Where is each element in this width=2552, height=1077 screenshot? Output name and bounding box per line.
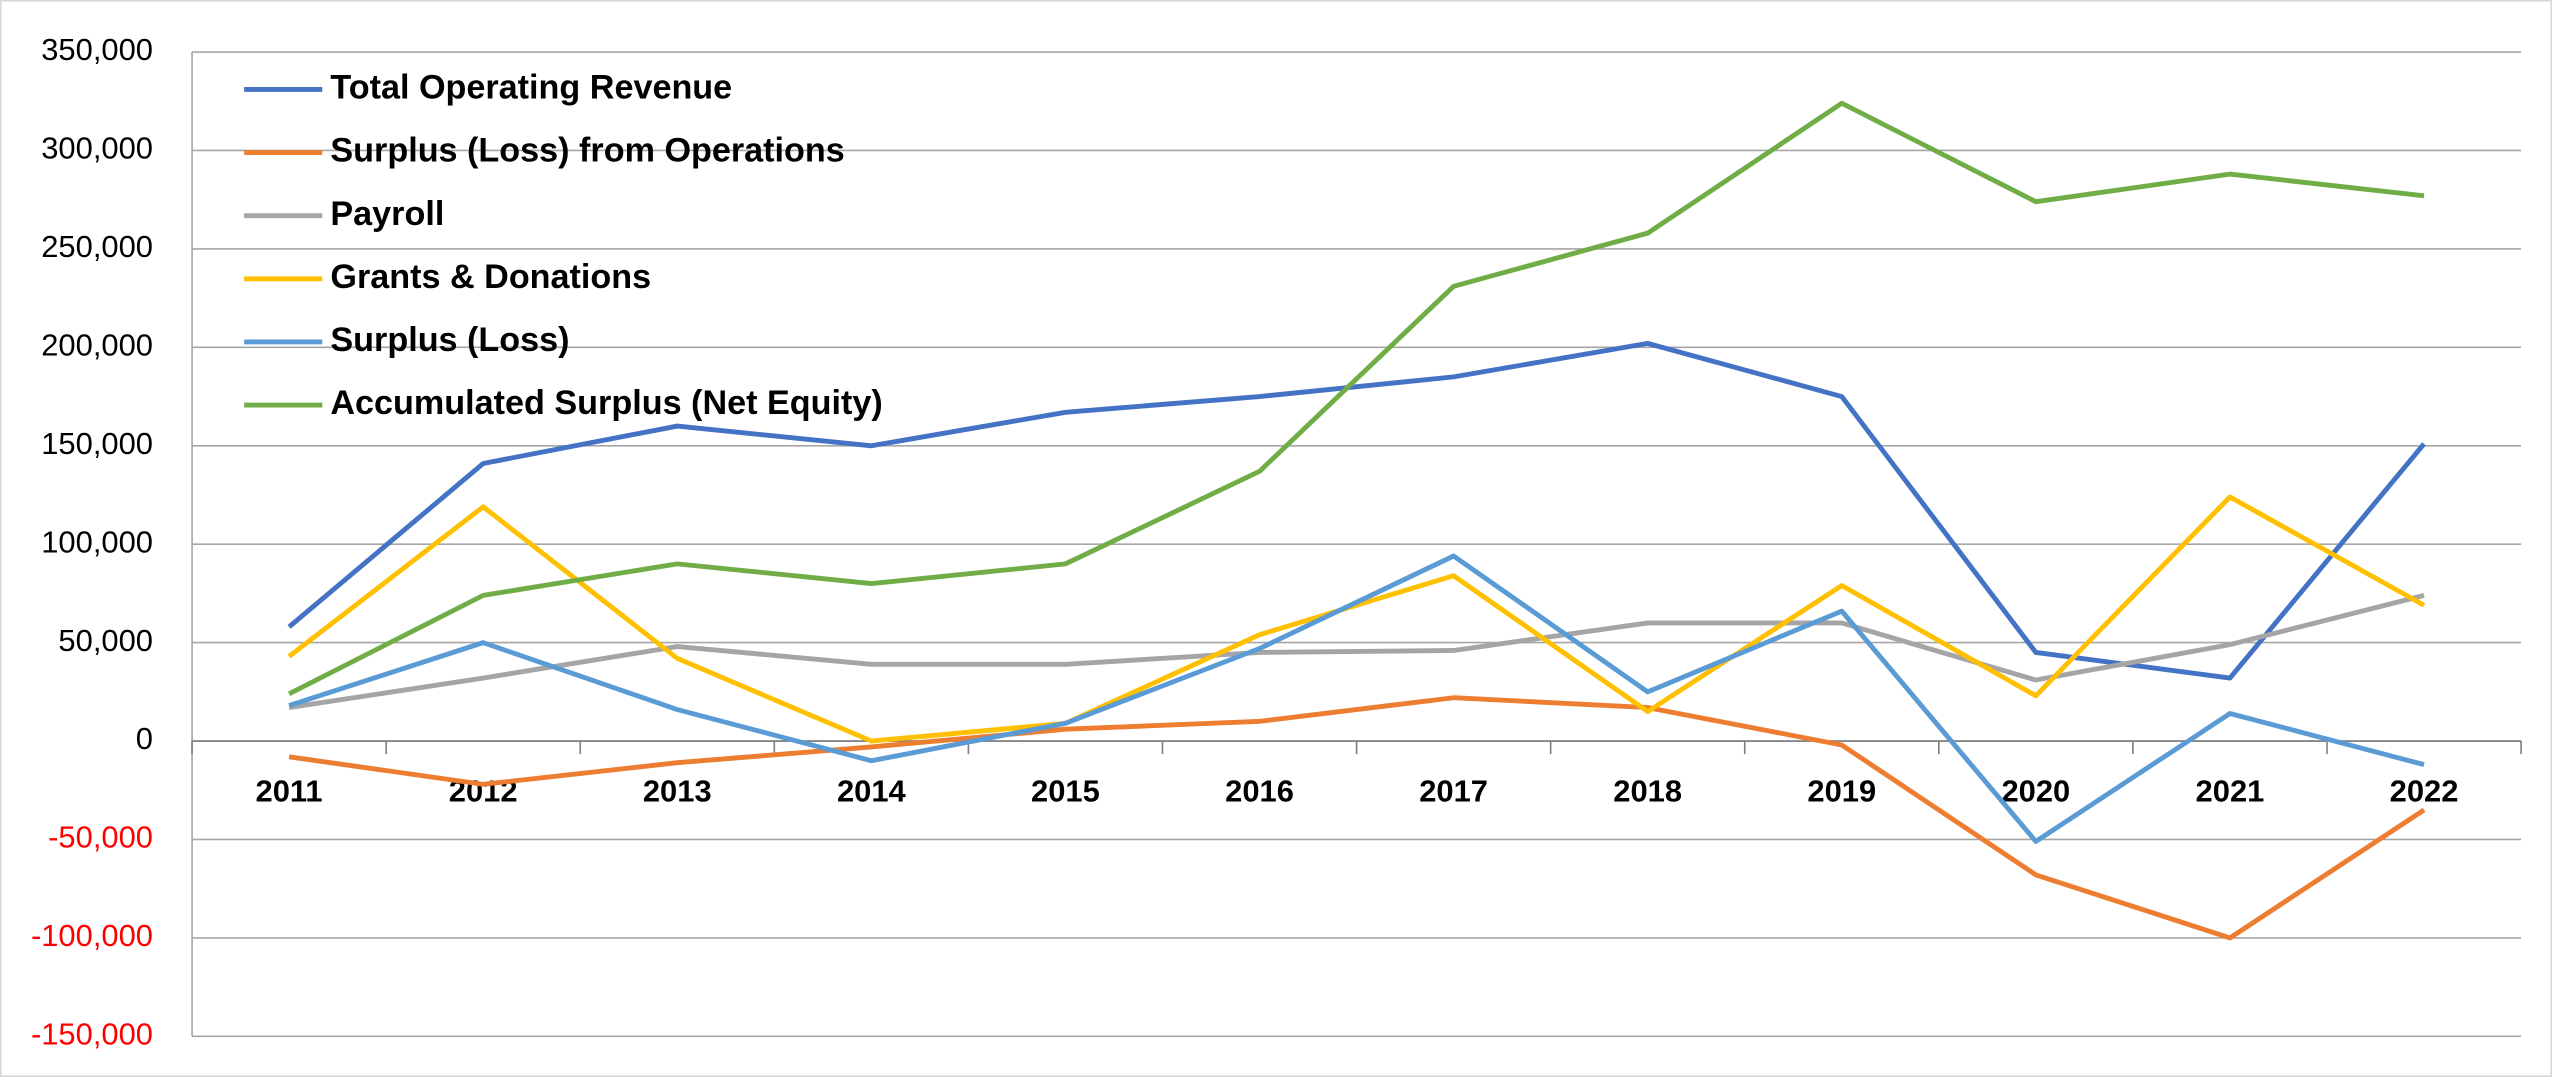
series-line — [288, 593, 2425, 710]
y-tick-label: 300,000 — [41, 131, 153, 166]
x-tick-label: 2015 — [1031, 773, 1100, 808]
x-tick-label: 2017 — [1419, 773, 1488, 808]
series-line — [287, 494, 2426, 744]
x-tick-label: 2022 — [2390, 773, 2459, 808]
legend-label: Surplus (Loss) from Operations — [330, 132, 844, 170]
series-line — [288, 553, 2425, 844]
series-line — [287, 100, 2425, 696]
x-tick-label: 2020 — [2001, 773, 2070, 808]
y-tick-label: 350,000 — [41, 32, 153, 67]
legend-label: Accumulated Surplus (Net Equity) — [330, 384, 882, 422]
y-tick-label: -150,000 — [31, 1017, 153, 1052]
series-line — [287, 340, 2426, 681]
x-tick-label: 2016 — [1225, 773, 1294, 808]
y-tick-label: -100,000 — [31, 918, 153, 953]
x-tick-label: 2018 — [1613, 773, 1682, 808]
y-tick-label: 200,000 — [41, 328, 153, 363]
y-tick-label: -50,000 — [48, 820, 153, 855]
x-tick-label: 2019 — [1807, 773, 1876, 808]
y-tick-label: 100,000 — [41, 524, 153, 559]
x-tick-label: 2014 — [837, 773, 907, 808]
legend-label: Grants & Donations — [330, 258, 651, 296]
x-tick-label: 2013 — [643, 773, 712, 808]
y-tick-label: 250,000 — [41, 229, 153, 264]
legend-label: Surplus (Loss) — [330, 321, 569, 359]
legend-label: Payroll — [330, 195, 444, 233]
series-line — [288, 695, 2426, 941]
x-tick-label: 2011 — [256, 773, 323, 808]
y-tick-label: 50,000 — [58, 623, 153, 658]
y-tick-label: 0 — [136, 721, 153, 756]
legend-label: Total Operating Revenue — [330, 69, 732, 107]
x-tick-label: 2021 — [2196, 773, 2265, 808]
y-tick-label: 150,000 — [41, 426, 153, 461]
